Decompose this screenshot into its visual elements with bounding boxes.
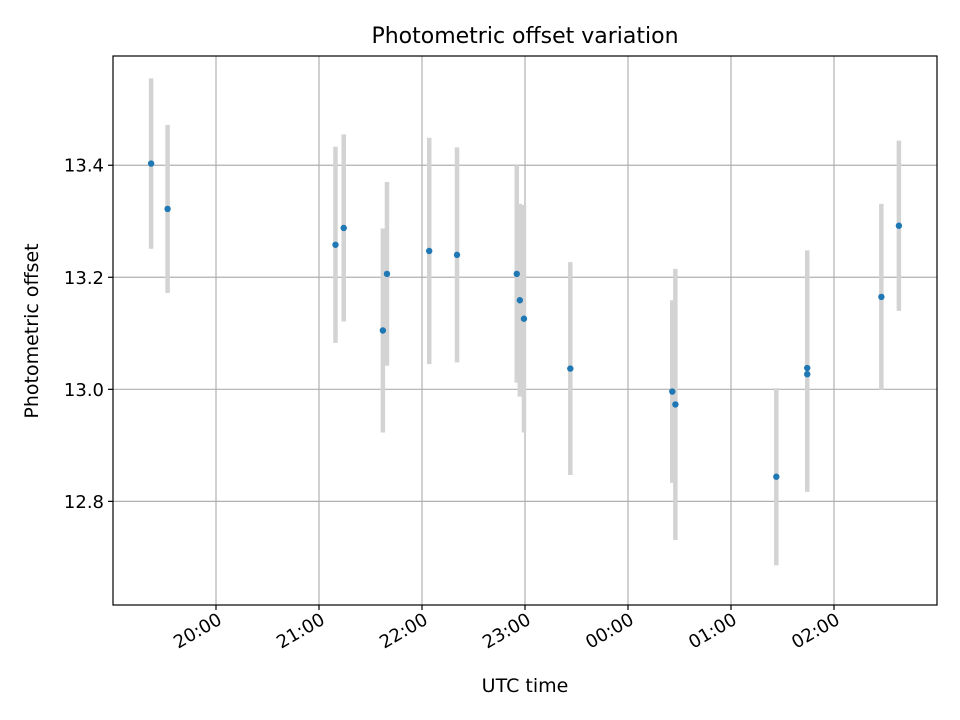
data-point <box>804 370 811 378</box>
data-point <box>426 247 433 255</box>
data-point <box>147 160 155 167</box>
data-point <box>453 251 461 259</box>
data-point <box>895 222 903 229</box>
data-point <box>340 224 347 232</box>
chart-title: Photometric offset variation <box>371 24 678 49</box>
data-point <box>164 205 171 213</box>
data-point <box>878 293 885 301</box>
x-tick-label: 01:00 <box>685 609 740 653</box>
y-tick-label: 13.0 <box>64 380 104 401</box>
y-axis-label: Photometric offset <box>21 243 43 418</box>
data-point <box>383 270 391 278</box>
x-tick-label: 00:00 <box>582 609 637 653</box>
x-tick-label: 20:00 <box>170 609 225 653</box>
y-tick-label: 13.2 <box>64 268 104 289</box>
y-tick-label: 13.4 <box>64 156 104 177</box>
data-point <box>513 270 520 278</box>
data-point <box>804 364 811 372</box>
x-tick-label: 22:00 <box>376 609 431 653</box>
data-point <box>669 388 676 395</box>
x-tick-label: 21:00 <box>273 609 328 653</box>
data-point <box>567 365 574 372</box>
x-tick-label: 02:00 <box>788 609 843 653</box>
x-axis-label: UTC time <box>482 675 569 697</box>
data-point <box>520 315 528 322</box>
data-point <box>516 297 524 304</box>
data-point <box>672 401 679 408</box>
data-point <box>773 473 780 480</box>
data-point <box>332 241 339 248</box>
y-tick-label: 12.8 <box>64 492 104 513</box>
x-tick-label: 23:00 <box>479 609 534 653</box>
axis-ticks: 20:00 21:00 22:00 23:00 00:00 01:00 02:00 12.8 1… <box>64 156 844 654</box>
data-point <box>379 327 387 334</box>
data-points <box>147 160 903 480</box>
